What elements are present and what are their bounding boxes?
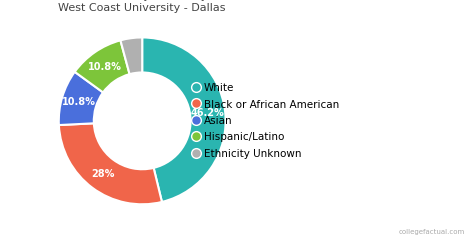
- Wedge shape: [142, 37, 226, 202]
- Text: collegefactual.com: collegefactual.com: [398, 229, 465, 235]
- Legend: White, Black or African American, Asian, Hispanic/Latino, Ethnicity Unknown: White, Black or African American, Asian,…: [193, 83, 339, 159]
- Text: 10.8%: 10.8%: [88, 62, 122, 72]
- Title: Ethnic Diversity of Faculty at
West Coast University - Dallas: Ethnic Diversity of Faculty at West Coas…: [58, 0, 226, 13]
- Wedge shape: [59, 72, 103, 125]
- Wedge shape: [120, 37, 142, 74]
- Text: 10.8%: 10.8%: [62, 97, 96, 107]
- Wedge shape: [75, 40, 129, 92]
- Text: 28%: 28%: [91, 169, 115, 179]
- Wedge shape: [59, 123, 162, 204]
- Text: 46.2%: 46.2%: [191, 108, 225, 118]
